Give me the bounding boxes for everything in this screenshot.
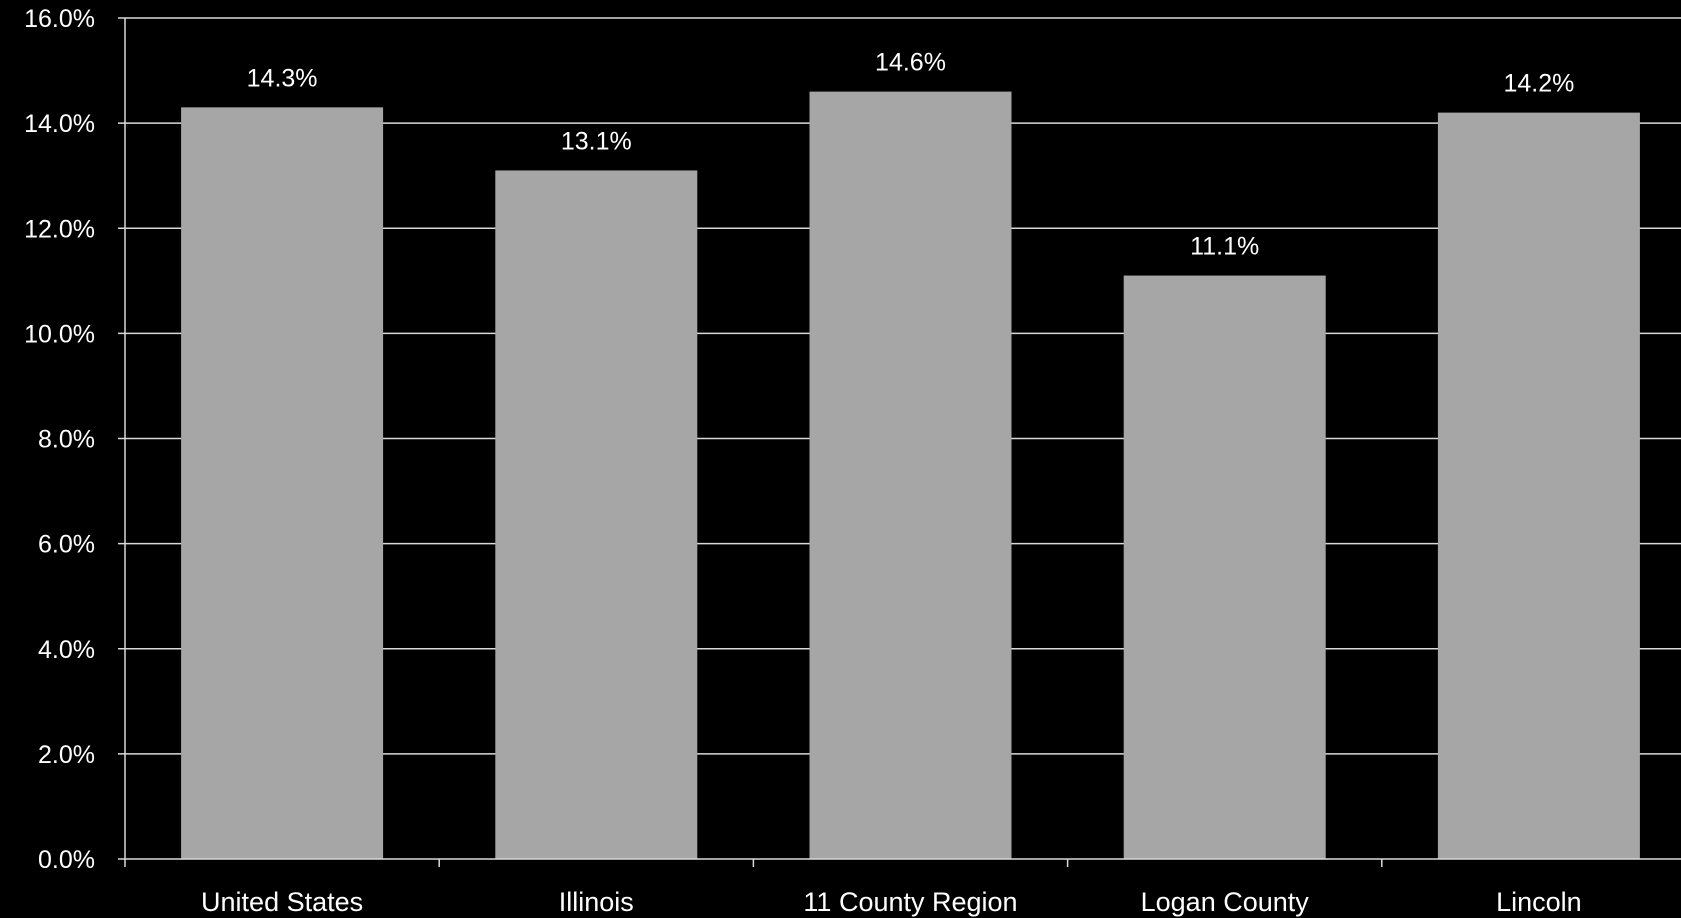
x-category-label: Illinois [559,887,634,917]
bar [1123,275,1326,859]
y-tick-label: 14.0% [24,110,95,138]
axes [124,18,1681,867]
y-tick-label: 2.0% [38,741,95,769]
x-category-label: 11 County Region [803,887,1017,917]
y-tick-label: 0.0% [38,846,95,874]
bar [809,91,1012,859]
y-tick-label: 12.0% [24,215,95,243]
x-category-label: United States [201,887,363,917]
y-tick-label: 10.0% [24,320,95,348]
y-tick-label: 6.0% [38,531,95,559]
bar [495,170,698,859]
bars [181,91,1640,860]
data-label: 11.1% [1190,233,1259,261]
data-label: 14.3% [247,64,318,92]
bar [1437,112,1640,860]
x-category-label: Lincoln [1496,887,1582,917]
y-tick-label: 8.0% [38,426,95,454]
data-label: 13.1% [561,127,632,155]
y-tick-label: 16.0% [24,5,95,33]
data-label: 14.6% [875,49,946,77]
data-label: 14.2% [1503,70,1574,98]
labels: 0.0% 2.0% 4.0% 6.0% 8.0% 10.0% 12.0% 14.0% 16.0%… [24,5,1582,917]
y-tick-label: 4.0% [38,636,95,664]
x-category-label: Logan County [1141,887,1310,917]
bar [181,107,384,859]
